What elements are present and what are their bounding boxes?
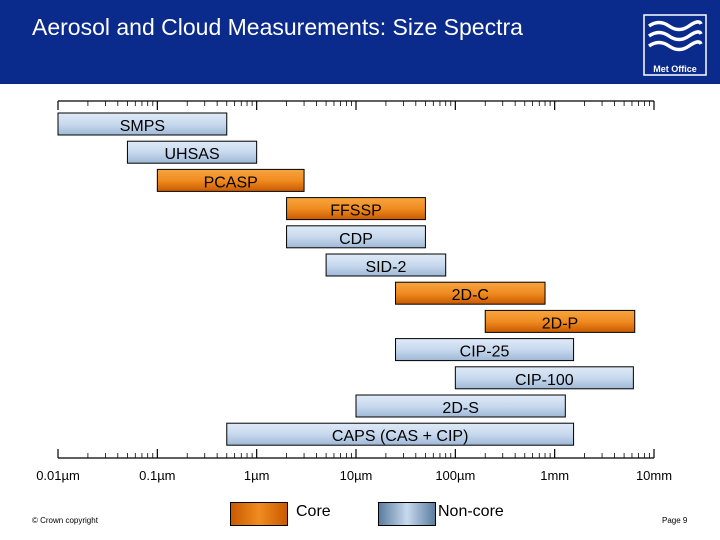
- met-office-logo: Met Office: [643, 14, 707, 76]
- tick-label: 10mm: [636, 468, 672, 483]
- instrument-label: 2D-C: [452, 287, 489, 304]
- legend-noncore-swatch: [378, 502, 436, 526]
- page-title: Aerosol and Cloud Measurements: Size Spe…: [32, 14, 523, 40]
- range-bar: [156, 168, 305, 192]
- instrument-row: UHSAS: [126, 140, 258, 164]
- size-spectra-chart: SMPS UHSAS PCASP FFSSP CDP SID-2 2D-C 2D-P CIP-2…: [36, 100, 672, 483]
- instrument-row: CDP: [286, 225, 426, 249]
- instrument-label: SMPS: [120, 118, 165, 135]
- range-bar: [286, 197, 426, 221]
- instrument-row: SMPS: [57, 112, 228, 136]
- tick-label: 100µm: [435, 468, 475, 483]
- range-bar: [395, 338, 575, 362]
- waves-icon: [643, 14, 707, 76]
- range-bar: [226, 422, 575, 446]
- instrument-label: CIP-100: [515, 372, 574, 389]
- instrument-row: FFSSP: [286, 197, 426, 221]
- instrument-label: SID-2: [365, 259, 406, 276]
- instrument-label: PCASP: [204, 174, 258, 191]
- range-bar: [286, 225, 426, 249]
- header-banner: Aerosol and Cloud Measurements: Size Spe…: [0, 0, 720, 84]
- range-bar: [325, 253, 447, 277]
- legend-core-label: Core: [296, 503, 331, 520]
- range-bar: [126, 140, 258, 164]
- range-bar: [454, 366, 634, 390]
- logo-text: Met Office: [653, 64, 697, 74]
- legend-core-swatch: [230, 502, 288, 526]
- range-bar: [57, 112, 228, 136]
- tick-label: 1µm: [244, 468, 270, 483]
- instrument-row: SID-2: [325, 253, 447, 277]
- tick-label: 0.1µm: [139, 468, 175, 483]
- instrument-row: 2D-C: [395, 281, 546, 305]
- instrument-label: 2D-S: [442, 400, 478, 417]
- instrument-label: UHSAS: [164, 146, 219, 163]
- instrument-label: FFSSP: [330, 203, 382, 220]
- instrument-label: CIP-25: [460, 344, 510, 361]
- tick-label: 1mm: [540, 468, 569, 483]
- instrument-row: 2D-P: [484, 309, 636, 333]
- range-bar: [395, 281, 546, 305]
- instrument-label: CAPS (CAS + CIP): [332, 428, 468, 445]
- legend-noncore-label: Non-core: [438, 503, 504, 520]
- copyright-text: © Crown copyright: [32, 516, 98, 525]
- instrument-label: 2D-P: [542, 315, 578, 332]
- instrument-row: PCASP: [156, 168, 305, 192]
- range-bar: [484, 309, 636, 333]
- instrument-row: CAPS (CAS + CIP): [226, 422, 575, 446]
- instrument-label: CDP: [339, 231, 373, 248]
- tick-label: 10µm: [340, 468, 373, 483]
- tick-label: 0.01µm: [36, 468, 80, 483]
- instrument-row: CIP-25: [395, 338, 575, 362]
- page-number: Page 9: [662, 516, 688, 525]
- instrument-row: CIP-100: [454, 366, 634, 390]
- instrument-row: 2D-S: [355, 394, 566, 418]
- range-bar: [355, 394, 566, 418]
